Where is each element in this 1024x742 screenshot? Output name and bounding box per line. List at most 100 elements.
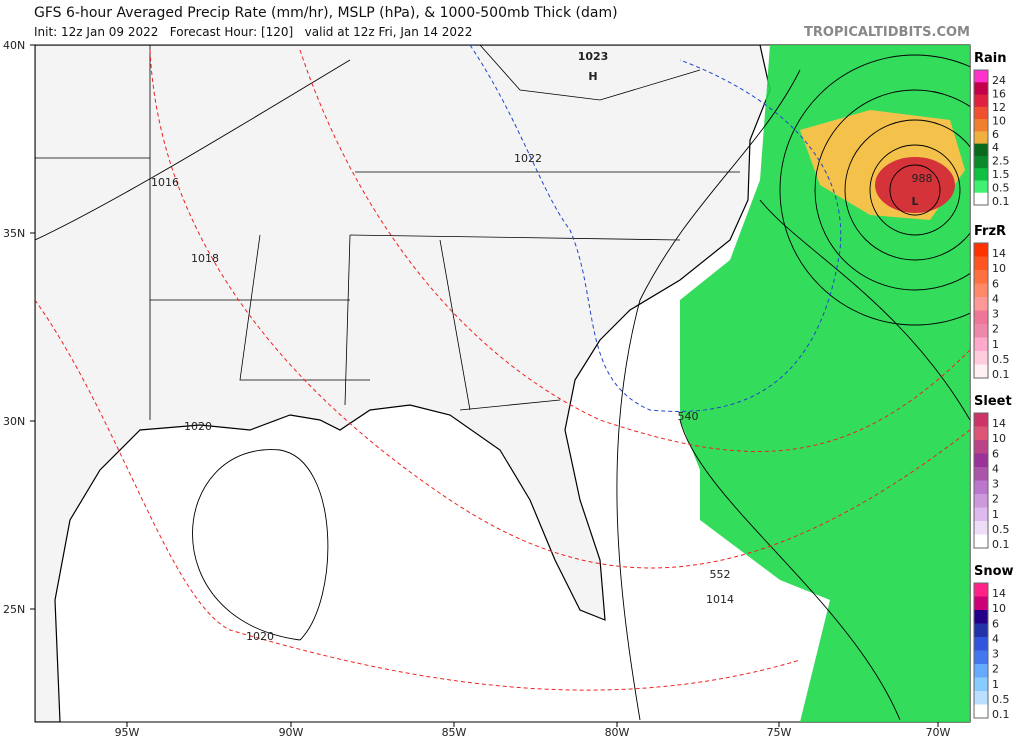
legend-label: 6 <box>992 277 999 290</box>
legend-swatch <box>974 119 988 132</box>
legend-label: 1.5 <box>992 168 1010 181</box>
thickness-lines <box>35 49 970 691</box>
lon-label: 85W <box>442 726 467 739</box>
legend-swatch <box>974 677 988 692</box>
legend-swatch <box>974 480 988 495</box>
legend-swatch <box>974 131 988 145</box>
legend-swatch <box>974 453 988 468</box>
legend-swatch <box>974 467 988 481</box>
legend-label: 14 <box>992 247 1006 260</box>
map-label: 988 <box>912 172 933 185</box>
legend-label: 4 <box>992 141 999 154</box>
legend-swatch <box>974 704 988 719</box>
legend-swatch <box>974 691 988 705</box>
title: GFS 6-hour Averaged Precip Rate (mm/hr),… <box>34 5 618 21</box>
map-label: 1022 <box>514 152 542 165</box>
legend-frame <box>973 582 989 719</box>
legend-title: Sleet <box>974 394 1012 409</box>
map-label: 1020 <box>246 630 274 643</box>
legend-swatch <box>974 650 988 665</box>
legend-label: 6 <box>992 128 999 141</box>
legend-label: 6 <box>992 447 999 460</box>
legend-label: 10 <box>992 602 1006 615</box>
legend-frame <box>973 412 989 549</box>
legend-label: 6 <box>992 617 999 630</box>
legend-swatch <box>974 180 988 194</box>
legend-frame <box>973 242 989 379</box>
legend-label: 3 <box>992 478 999 491</box>
legend-swatch <box>974 283 988 298</box>
storm-core <box>875 157 955 213</box>
lat-label: 25N <box>3 603 25 616</box>
legend-swatch <box>974 337 988 352</box>
map-label: 552 <box>710 568 731 581</box>
legend-swatch <box>974 583 988 597</box>
legend-label: 14 <box>992 417 1006 430</box>
legend-swatch <box>974 192 988 206</box>
legend-label: 1 <box>992 678 999 691</box>
legend-swatch <box>974 143 988 157</box>
legend-label: 0.1 <box>992 708 1010 721</box>
legend-label: 2 <box>992 493 999 506</box>
map-label: 1016 <box>151 176 179 189</box>
legend-label: 0.1 <box>992 368 1010 381</box>
map-label: H <box>588 70 597 83</box>
legend-label: 4 <box>992 632 999 645</box>
site-name: TROPICALTIDBITS.COM <box>804 25 970 40</box>
legend-swatch <box>974 364 988 379</box>
legend-label: 10 <box>992 432 1006 445</box>
legend-swatch <box>974 297 988 311</box>
legend-swatch <box>974 521 988 535</box>
legend-label: 24 <box>992 74 1006 87</box>
legend-swatch <box>974 324 988 338</box>
legend-swatch <box>974 494 988 508</box>
legend-label: 4 <box>992 462 999 475</box>
legend-swatch <box>974 310 988 325</box>
legend-frame <box>973 69 989 206</box>
legend-swatch <box>974 351 988 365</box>
legend-label: 0.5 <box>992 353 1010 366</box>
legend-swatch <box>974 70 988 83</box>
legend-label: 12 <box>992 101 1006 114</box>
legend-label: 1 <box>992 338 999 351</box>
legend-label: 0.5 <box>992 693 1010 706</box>
legend-label: 10 <box>992 262 1006 275</box>
legend-label: 0.1 <box>992 195 1010 208</box>
lat-label: 35N <box>3 227 25 240</box>
isobars <box>35 54 970 721</box>
land <box>35 45 771 722</box>
lat-label: 40N <box>3 39 25 52</box>
legend-label: 3 <box>992 308 999 321</box>
lat-label: 30N <box>3 415 25 428</box>
legend-swatch <box>974 168 988 181</box>
legend-label: 1 <box>992 508 999 521</box>
legend-swatch <box>974 664 988 678</box>
legend-swatch <box>974 440 988 454</box>
legend-swatch <box>974 82 988 96</box>
map-label: L <box>911 195 918 208</box>
legend-title: FrzR <box>974 224 1006 239</box>
legend-label: 3 <box>992 648 999 661</box>
legend-swatch <box>974 413 988 427</box>
lon-label: 95W <box>115 726 140 739</box>
lon-label: 90W <box>279 726 304 739</box>
legend-label: 2 <box>992 323 999 336</box>
map-label: 1014 <box>706 593 734 606</box>
legend-label: 16 <box>992 87 1006 100</box>
legend-label: 2 <box>992 663 999 676</box>
lon-label: 75W <box>767 726 792 739</box>
legend-swatch <box>974 94 988 108</box>
subtitle: Init: 12z Jan 09 2022 Forecast Hour: [12… <box>34 25 472 39</box>
lon-label: 80W <box>605 726 630 739</box>
map-label: 1018 <box>191 252 219 265</box>
legends: Rain24161210642.51.50.50.1FrzR1410643210… <box>973 51 1014 721</box>
legend-swatch <box>974 534 988 549</box>
map <box>34 44 971 723</box>
legend-swatch <box>974 623 988 638</box>
state-lines <box>35 45 740 420</box>
legend-label: 4 <box>992 292 999 305</box>
legend-title: Snow <box>974 564 1014 579</box>
map-label: 540 <box>678 410 699 423</box>
legend-swatch <box>974 270 988 284</box>
